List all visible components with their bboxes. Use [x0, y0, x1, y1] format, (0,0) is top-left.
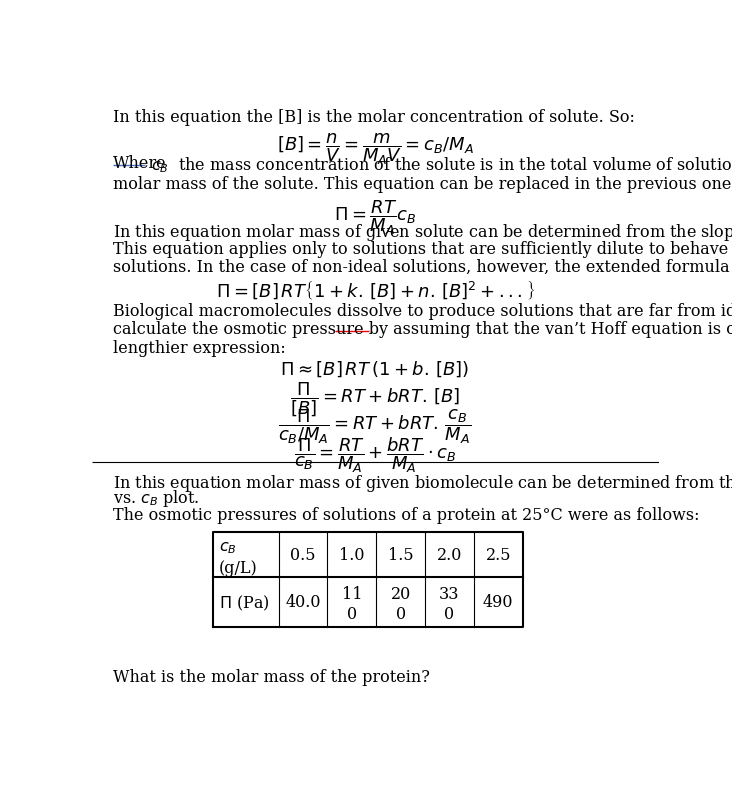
Text: Biological macromolecules dissolve to produce solutions that are far from ideal,: Biological macromolecules dissolve to pr… — [113, 302, 732, 320]
Text: In this equation the [B] is the molar concentration of solute. So:: In this equation the [B] is the molar co… — [113, 108, 635, 126]
Text: $[B] = \dfrac{n}{V} = \dfrac{m}{M_AV} = c_B/M_A$: $[B] = \dfrac{n}{V} = \dfrac{m}{M_AV} = … — [277, 131, 474, 166]
Text: 1.5: 1.5 — [388, 546, 414, 563]
Text: $\dfrac{\Pi}{c_B} = \dfrac{RT}{M_A} + \dfrac{bRT}{M_A} \cdot c_B$: $\dfrac{\Pi}{c_B} = \dfrac{RT}{M_A} + \d… — [294, 434, 456, 474]
Text: $\dfrac{\Pi}{[B]} = RT + bRT.\,[B]$: $\dfrac{\Pi}{[B]} = RT + bRT.\,[B]$ — [290, 381, 460, 419]
Text: 490: 490 — [483, 593, 514, 610]
Text: 33: 33 — [439, 585, 460, 602]
Text: 2.5: 2.5 — [485, 546, 511, 563]
Text: This equation applies only to solutions that are sufficiently dilute to behave a: This equation applies only to solutions … — [113, 240, 732, 258]
Text: 11: 11 — [342, 585, 362, 602]
Text: The osmotic pressures of solutions of a protein at 25°C were as follows:: The osmotic pressures of solutions of a … — [113, 507, 700, 524]
Text: 0: 0 — [347, 605, 357, 622]
Text: $\Pi = \dfrac{RT}{M_A} c_B$: $\Pi = \dfrac{RT}{M_A} c_B$ — [334, 198, 417, 237]
Text: What is the molar mass of the protein?: What is the molar mass of the protein? — [113, 668, 430, 685]
Text: 20: 20 — [391, 585, 411, 602]
Text: 0: 0 — [395, 605, 406, 622]
Text: solutions. In the case of non-ideal solutions, however, the extended formula is:: solutions. In the case of non-ideal solu… — [113, 259, 732, 276]
Text: In this equation molar mass of given solute can be determined from the slope of : In this equation molar mass of given sol… — [113, 222, 732, 243]
Text: 2.0: 2.0 — [437, 546, 462, 563]
Text: $\dfrac{\Pi}{c_B/M_A} = RT + bRT.\,\dfrac{c_B}{M_A}$: $\dfrac{\Pi}{c_B/M_A} = RT + bRT.\,\dfra… — [278, 407, 472, 446]
Text: (g/L): (g/L) — [219, 559, 258, 576]
Text: $\Pi = [B]\,RT\left\{1 + k.\,[B] + n.\,[B]^2 + ...\right\}$: $\Pi = [B]\,RT\left\{1 + k.\,[B] + n.\,[… — [216, 280, 534, 302]
Text: calculate the osmotic pressure by assuming that the van’t Hoff equation is only : calculate the osmotic pressure by assumi… — [113, 321, 732, 338]
Text: In this equation molar mass of given biomolecule can be determined from the inte: In this equation molar mass of given bio… — [113, 467, 732, 500]
Text: 0: 0 — [444, 605, 455, 622]
Text: 0.5: 0.5 — [291, 546, 315, 563]
Text: $\Pi \approx [B]\,RT\,(1 + b.\,[B])$: $\Pi \approx [B]\,RT\,(1 + b.\,[B])$ — [280, 358, 470, 378]
Text: $c_B$: $c_B$ — [219, 539, 237, 556]
Text: molar mass of the solute. This equation can be replaced in the previous one to g: molar mass of the solute. This equation … — [113, 176, 732, 193]
Text: 40.0: 40.0 — [285, 593, 321, 610]
Text: vs. $c_B$ plot.: vs. $c_B$ plot. — [113, 487, 200, 508]
Text: Where: Where — [113, 155, 167, 172]
Text: lengthier expression:: lengthier expression: — [113, 340, 285, 357]
Text: $\Pi$ (Pa): $\Pi$ (Pa) — [219, 593, 270, 612]
Text: 1.0: 1.0 — [339, 546, 365, 563]
Text: $c_B$  the mass concentration of the solute is in the total volume of solution a: $c_B$ the mass concentration of the solu… — [146, 155, 732, 175]
